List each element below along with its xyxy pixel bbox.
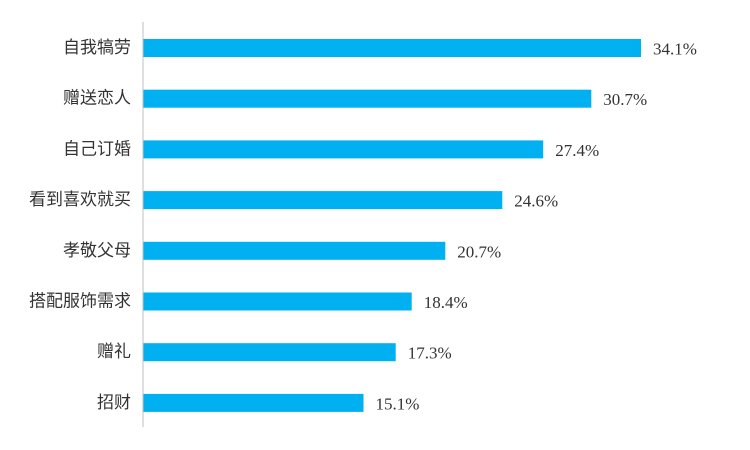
category-label-6: 赠礼	[97, 342, 131, 362]
value-label-0: 34.1%	[653, 40, 697, 59]
value-labels-group: 34.1% 30.7% 27.4% 24.6% 20.7% 18.4% 17.3% 15.1%	[376, 40, 697, 414]
bar-6	[143, 343, 396, 362]
bars-group	[143, 39, 641, 412]
value-label-2: 27.4%	[555, 141, 599, 160]
value-label-6: 17.3%	[408, 344, 452, 363]
bar-5	[143, 292, 412, 311]
category-label-2: 自己订婚	[63, 139, 131, 159]
bar-0	[143, 39, 641, 57]
category-label-0: 自我犒劳	[63, 38, 131, 58]
category-label-1: 赠送恋人	[63, 88, 131, 109]
value-label-5: 18.4%	[424, 293, 468, 312]
value-label-1: 30.7%	[603, 90, 647, 109]
bar-1	[143, 89, 592, 108]
bar-7	[143, 393, 364, 412]
bar-2	[143, 140, 544, 159]
bar-4	[143, 241, 446, 260]
category-label-7: 招财	[97, 393, 131, 413]
value-label-7: 15.1%	[376, 394, 420, 413]
category-label-4: 孝敬父母	[63, 241, 131, 261]
category-label-5: 搭配服饰需求	[29, 292, 131, 312]
value-label-4: 20.7%	[457, 242, 501, 261]
category-label-3: 看到喜欢就买	[29, 190, 131, 210]
value-label-3: 24.6%	[514, 192, 558, 211]
bar-3	[143, 191, 503, 210]
